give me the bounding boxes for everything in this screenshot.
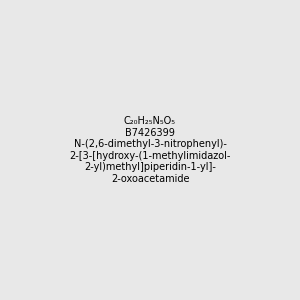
Text: C₂₀H₂₅N₅O₅
B7426399
N-(2,6-dimethyl-3-nitrophenyl)-
2-[3-[hydroxy-(1-methylimida: C₂₀H₂₅N₅O₅ B7426399 N-(2,6-dimethyl-3-ni… (69, 116, 231, 184)
